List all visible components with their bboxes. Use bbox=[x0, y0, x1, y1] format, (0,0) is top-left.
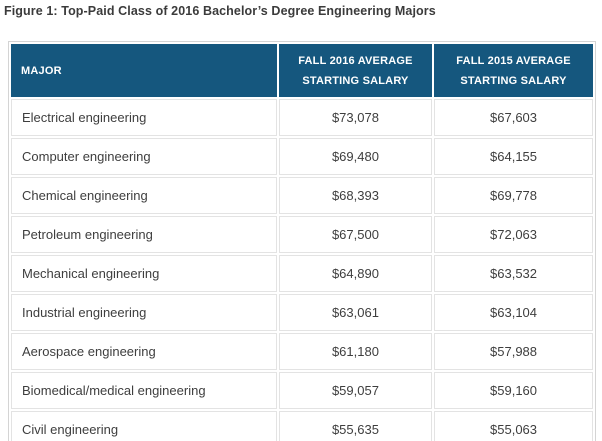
salary-2016-cell: $61,180 bbox=[278, 333, 433, 370]
table-row: Petroleum engineering $67,500 $72,063 bbox=[11, 216, 593, 253]
table-row: Biomedical/medical engineering $59,057 $… bbox=[11, 372, 593, 409]
salary-2016-cell: $64,890 bbox=[278, 255, 433, 292]
salary-2015-cell: $69,778 bbox=[434, 177, 593, 214]
salary-2016-cell: $55,635 bbox=[278, 411, 433, 441]
salary-2015-cell: $67,603 bbox=[434, 99, 593, 136]
header-row: MAJOR FALL 2016 AVERAGE STARTING SALARY … bbox=[11, 44, 593, 97]
salary-2015-cell: $63,104 bbox=[434, 294, 593, 331]
major-cell: Computer engineering bbox=[11, 138, 277, 175]
salary-2016-cell: $63,061 bbox=[278, 294, 433, 331]
column-header-fall-2015-salary: FALL 2015 AVERAGE STARTING SALARY bbox=[434, 44, 593, 97]
major-cell: Chemical engineering bbox=[11, 177, 277, 214]
major-cell: Aerospace engineering bbox=[11, 333, 277, 370]
major-cell: Electrical engineering bbox=[11, 99, 277, 136]
major-cell: Petroleum engineering bbox=[11, 216, 277, 253]
major-cell: Industrial engineering bbox=[11, 294, 277, 331]
salary-2016-cell: $73,078 bbox=[278, 99, 433, 136]
figure-title: Figure 1: Top-Paid Class of 2016 Bachelo… bbox=[4, 4, 436, 18]
salary-2015-cell: $72,063 bbox=[434, 216, 593, 253]
column-header-major: MAJOR bbox=[11, 44, 277, 97]
table-row: Industrial engineering $63,061 $63,104 bbox=[11, 294, 593, 331]
salary-table-container: MAJOR FALL 2016 AVERAGE STARTING SALARY … bbox=[8, 41, 596, 441]
salary-2016-cell: $69,480 bbox=[278, 138, 433, 175]
salary-2015-cell: $57,988 bbox=[434, 333, 593, 370]
major-cell: Mechanical engineering bbox=[11, 255, 277, 292]
salary-2015-cell: $59,160 bbox=[434, 372, 593, 409]
salary-2015-cell: $64,155 bbox=[434, 138, 593, 175]
table-row: Electrical engineering $73,078 $67,603 bbox=[11, 99, 593, 136]
major-cell: Civil engineering bbox=[11, 411, 277, 441]
salary-2015-cell: $55,063 bbox=[434, 411, 593, 441]
salary-2016-cell: $67,500 bbox=[278, 216, 433, 253]
table-row: Computer engineering $69,480 $64,155 bbox=[11, 138, 593, 175]
table-row: Chemical engineering $68,393 $69,778 bbox=[11, 177, 593, 214]
major-cell: Biomedical/medical engineering bbox=[11, 372, 277, 409]
salary-2015-cell: $63,532 bbox=[434, 255, 593, 292]
column-header-fall-2016-salary: FALL 2016 AVERAGE STARTING SALARY bbox=[278, 44, 433, 97]
table-row: Mechanical engineering $64,890 $63,532 bbox=[11, 255, 593, 292]
table-row: Civil engineering $55,635 $55,063 bbox=[11, 411, 593, 441]
salary-2016-cell: $68,393 bbox=[278, 177, 433, 214]
table-row: Aerospace engineering $61,180 $57,988 bbox=[11, 333, 593, 370]
salary-table: MAJOR FALL 2016 AVERAGE STARTING SALARY … bbox=[9, 42, 595, 441]
salary-2016-cell: $59,057 bbox=[278, 372, 433, 409]
